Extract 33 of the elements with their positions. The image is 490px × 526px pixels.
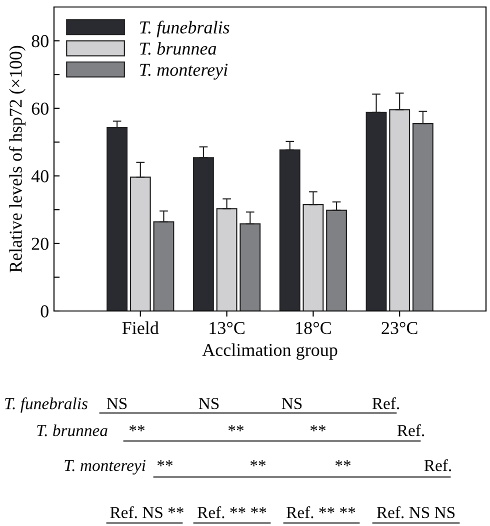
text: ** — [335, 460, 351, 466]
text: T. funebralis — [5, 397, 88, 413]
y-axis-title: Relative levels of hsp72 (×100) — [8, 46, 26, 272]
text: T. montereyi — [64, 460, 146, 475]
y-tick-label: 20 — [32, 238, 48, 250]
legend-label: T. funebralis — [140, 20, 230, 38]
y-tick-label: 0 — [40, 305, 48, 318]
x-tick-label: 23°C — [382, 322, 418, 334]
x-tick-label: Field — [122, 321, 159, 334]
text: ** — [157, 460, 173, 466]
legend-label: T. montereyi — [140, 64, 228, 80]
text: NS — [282, 398, 302, 410]
text: ** — [129, 425, 145, 432]
x-tick-label: 18°C — [296, 322, 331, 334]
text: ** — [228, 425, 244, 432]
text: ** — [250, 460, 266, 466]
y-tick-label: 80 — [32, 35, 48, 48]
text: Ref. NS NS — [376, 506, 455, 518]
text: Ref. — [424, 459, 452, 472]
text: Ref. — [397, 424, 424, 436]
text: Ref. NS ** — [110, 506, 184, 518]
legend-label: T. brunnea — [140, 42, 216, 55]
x-axis-title: Acclimation group — [202, 343, 338, 360]
text: Ref. — [372, 397, 400, 410]
text: NS — [198, 398, 219, 410]
text: T. brunnea — [37, 424, 108, 436]
y-tick-label: 60 — [32, 102, 48, 115]
text: Ref. ** ** — [198, 506, 266, 518]
x-tick-label: 13°C — [210, 322, 244, 334]
text: Ref. ** ** — [286, 506, 356, 518]
text: ** — [310, 425, 326, 432]
text: NS — [106, 398, 127, 410]
y-tick-label: 40 — [31, 170, 48, 182]
